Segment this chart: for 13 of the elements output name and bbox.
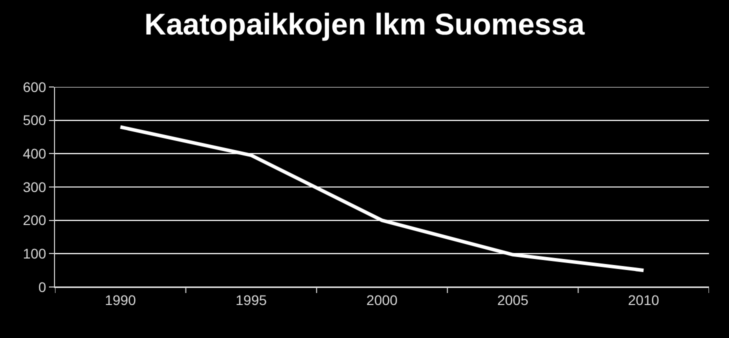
chart-title: Kaatopaikkojen lkm Suomessa [144, 8, 585, 42]
y-tick-label: 600 [22, 78, 46, 95]
y-tick-label: 0 [38, 278, 46, 295]
y-tick-label: 400 [22, 146, 46, 162]
x-tick-label: 1990 [104, 292, 136, 308]
y-tick-label: 200 [22, 212, 46, 228]
y-tick-label: 500 [22, 112, 46, 128]
x-tick-label: 2010 [628, 292, 660, 308]
x-tick-label: 2000 [366, 292, 398, 308]
y-tick-label: 300 [22, 178, 46, 195]
y-tick-label: 100 [22, 246, 46, 262]
x-tick-label: 1995 [236, 292, 267, 308]
x-tick-label: 2005 [497, 292, 529, 308]
